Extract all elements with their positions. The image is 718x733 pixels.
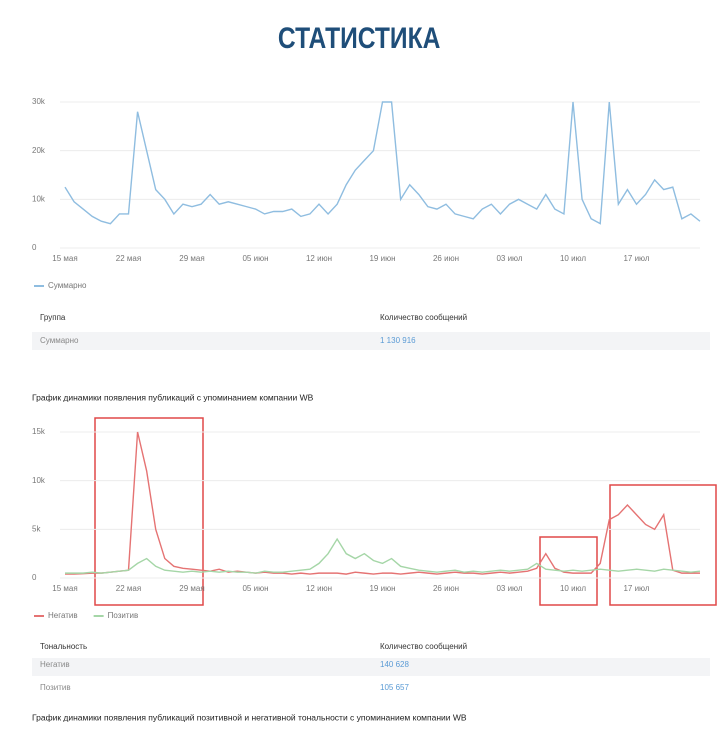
x-tick-label: 17 июл: [623, 584, 649, 593]
x-tick-label: 22 мая: [116, 254, 141, 263]
highlight-boxes: [94, 417, 717, 606]
x-tick-label: 03 июл: [496, 254, 522, 263]
table-header: Тональность: [40, 642, 87, 651]
table-row-bg: [32, 658, 710, 676]
legend-label: Негатив: [48, 611, 78, 620]
x-tick-label: 05 июн: [242, 584, 268, 593]
page-title: СТАТИСТИКА: [278, 21, 441, 55]
legend-label: Позитив: [108, 611, 139, 620]
y-tick-label: 20k: [32, 146, 46, 155]
x-tick-label: 26 июн: [433, 584, 459, 593]
chart-caption: График динамики появления публикаций поз…: [32, 712, 467, 722]
series-line: [64, 101, 701, 225]
highlight-box: [609, 484, 717, 606]
x-tick-label: 03 июл: [496, 584, 522, 593]
table-cell: Суммарно: [40, 336, 79, 345]
x-tick-label: 19 июн: [369, 584, 395, 593]
table-header: Количество сообщений: [380, 313, 467, 322]
legend-label: Суммарно: [48, 281, 87, 290]
x-tick-label: 17 июл: [623, 254, 649, 263]
table-header: Количество сообщений: [380, 642, 467, 651]
y-tick-label: 15k: [32, 427, 46, 436]
y-tick-label: 0: [32, 243, 37, 252]
y-tick-label: 10k: [32, 476, 46, 485]
y-tick-label: 30k: [32, 97, 46, 106]
y-tick-label: 0: [32, 573, 37, 582]
x-tick-label: 15 мая: [52, 584, 77, 593]
highlight-box: [94, 417, 204, 606]
x-tick-label: 29 мая: [179, 584, 204, 593]
x-tick-label: 12 июн: [306, 254, 332, 263]
y-tick-label: 10k: [32, 194, 46, 203]
x-tick-label: 10 июл: [560, 254, 586, 263]
highlight-box: [539, 536, 598, 606]
x-tick-label: 12 июн: [306, 584, 332, 593]
x-tick-label: 15 мая: [52, 254, 77, 263]
table-cell: 1 130 916: [380, 336, 416, 345]
y-tick-label: 5k: [32, 524, 41, 533]
table-cell: Позитив: [40, 683, 71, 692]
x-tick-label: 26 июн: [433, 254, 459, 263]
series-line: [65, 537, 701, 574]
table-cell: 105 657: [380, 683, 409, 692]
x-tick-label: 19 июн: [369, 254, 395, 263]
x-tick-label: 10 июл: [560, 584, 586, 593]
chart-caption: График динамики появления публикаций с у…: [32, 392, 314, 402]
table-header: Группа: [40, 313, 66, 322]
table-row-bg: [32, 332, 710, 350]
x-tick-label: 29 мая: [179, 254, 204, 263]
table-cell: 140 628: [380, 660, 409, 669]
series-line: [65, 431, 700, 575]
table-cell: Негатив: [40, 660, 70, 669]
x-tick-label: 22 мая: [116, 584, 141, 593]
x-tick-label: 05 июн: [242, 254, 268, 263]
